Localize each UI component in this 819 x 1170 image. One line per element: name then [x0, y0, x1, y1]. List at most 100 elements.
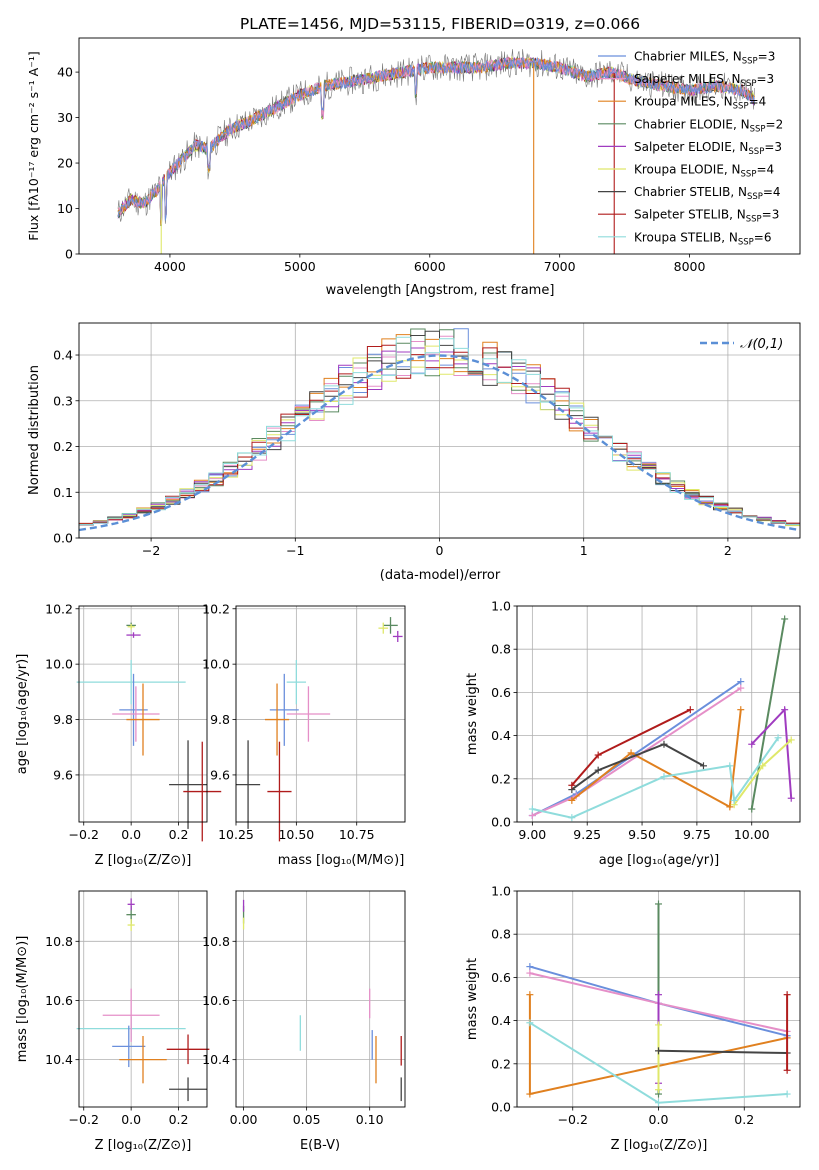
axes-spectrum: 4000 5000 6000 7000 8000 0 10 20 30 40 Chabrier MI…	[57, 37, 801, 274]
errorbar-chabrier-stelib	[236, 740, 261, 829]
y-tick-label: 1.0	[491, 599, 511, 614]
x-tick-label: 0.05	[293, 1112, 321, 1127]
errorbar-salpeter-elodie	[392, 630, 403, 642]
axes-age-vs-Z: −0.2 0.0 0.2 9.6 9.8 10.0 10.2	[45, 601, 222, 842]
x-tick-label: 0.0	[121, 827, 141, 842]
y-tick-label: 10.4	[202, 1052, 230, 1067]
y-tick-label: 0.2	[491, 1056, 511, 1071]
mass-vs-Z-xlabel: Z [log₁₀(Z/Z⊙)]	[95, 1138, 192, 1153]
errorbar-salpeter-stelib	[183, 741, 222, 842]
plot-area-age-vs-Z	[76, 622, 222, 842]
axes-weight-vs-age: 9.00 9.25 9.50 9.75 10.00 0.0 0.2 0.4 0.6 0.8 1.0	[491, 599, 801, 842]
age-vs-mass-xlabel: mass [log₁₀(M/M⊙)]	[278, 853, 405, 868]
spectrum-xlabel: wavelength [Angstrom, rest frame]	[326, 283, 555, 298]
weight-vs-age-ylabel: mass weight	[465, 673, 480, 755]
x-tick-label: 9.75	[683, 827, 711, 842]
plot-area-weight-vs-Z	[526, 900, 791, 1107]
y-tick-label: 9.6	[53, 767, 73, 782]
series-line	[750, 618, 786, 810]
y-tick-label: 0.0	[491, 1100, 511, 1115]
x-tick-label: 6000	[414, 259, 446, 274]
series-chabrier-stelib	[655, 1047, 791, 1057]
spectrum-chabrier-miles	[117, 56, 755, 221]
legend-label-salpeter-miles: Salpeter MILES, NSSP=3	[634, 72, 774, 89]
errorbar-kroupa-elodie	[127, 624, 135, 630]
axes-frame	[235, 605, 406, 823]
x-tick-label: −2	[142, 543, 160, 558]
x-tick-label: 0.0	[121, 1112, 141, 1127]
y-tick-label: 10.8	[202, 934, 230, 949]
errorbar-kroupa-miles	[264, 683, 290, 756]
x-tick-label: 10.25	[218, 827, 254, 842]
plot-area-residuals	[78, 328, 801, 538]
y-tick-label: 0.6	[491, 685, 511, 700]
x-tick-label: −0.2	[69, 827, 99, 842]
axes-mass-vs-Z: −0.2 0.0 0.2 10.4 10.6 10.8	[45, 890, 210, 1127]
plot-area-age-vs-mass	[236, 617, 403, 842]
residuals-xlabel: (data-model)/error	[380, 568, 501, 583]
errorbar-salpeter-miles	[286, 686, 331, 742]
y-tick-label: 40	[57, 65, 73, 80]
x-tick-label: 10.75	[339, 827, 375, 842]
y-tick-label: 0.4	[53, 348, 73, 363]
legend-label-chabrier-miles: Chabrier MILES, NSSP=3	[634, 50, 775, 67]
axes-frame	[78, 322, 801, 539]
errorbar-salpeter-elodie	[127, 898, 135, 911]
x-tick-label: 0.2	[169, 1112, 189, 1127]
weight-vs-Z-xlabel: Z [log₁₀(Z/Z⊙)]	[611, 1138, 708, 1153]
y-tick-label: 0.2	[491, 771, 511, 786]
legend-label-normal: 𝒩(0,1)	[740, 337, 783, 352]
errorbar-chabrier-stelib	[169, 1077, 207, 1102]
y-tick-label: 9.6	[210, 767, 230, 782]
axes-frame	[78, 37, 801, 255]
y-tick-label: 10.8	[45, 934, 73, 949]
y-tick-label: 0.0	[491, 815, 511, 830]
axes-frame	[78, 605, 208, 823]
y-tick-label: 9.8	[53, 712, 73, 727]
series-line	[750, 707, 793, 799]
series-kroupa-miles	[568, 706, 745, 811]
plot-area-mass-vs-Z	[76, 898, 210, 1102]
x-tick-label: 10.00	[734, 827, 770, 842]
errorbar-kroupa-miles	[126, 683, 160, 756]
axes-frame	[516, 890, 801, 1108]
normal-curve	[78, 354, 801, 532]
spectrum-ylabel: Flux [fλ10⁻¹⁷ erg cm⁻² s⁻¹ A⁻¹]	[26, 51, 41, 240]
x-tick-label: 0.00	[230, 1112, 258, 1127]
legend-label-salpeter-stelib: Salpeter STELIB, NSSP=3	[634, 208, 779, 225]
axes-frame	[235, 890, 406, 1108]
series-salpeter-stelib	[568, 706, 694, 789]
errorbar-salpeter-stelib	[166, 1034, 210, 1065]
axes-residuals: −2 −1 0 1 2 0.0 0.1 0.2 0.3 0.4 𝒩(0,1)	[53, 322, 801, 558]
plot-area-mass-vs-ebv	[242, 899, 402, 1102]
x-tick-label: 4000	[154, 259, 186, 274]
x-tick-label: 5000	[284, 259, 316, 274]
y-tick-label: 0.6	[491, 970, 511, 985]
figure-title: PLATE=1456, MJD=53115, FIBERID=0319, z=0…	[240, 15, 640, 33]
legend-label-chabrier-stelib: Chabrier STELIB, NSSP=4	[634, 185, 781, 202]
x-tick-label: 10.50	[278, 827, 314, 842]
series-salpeter-elodie	[748, 706, 795, 802]
series-chabrier-elodie	[748, 615, 789, 813]
errorbar-salpeter-miles	[112, 686, 160, 742]
x-tick-label: 7000	[544, 259, 576, 274]
legend-label-kroupa-miles: Kroupa MILES, NSSP=4	[634, 95, 766, 112]
series-salpeter-stelib	[783, 991, 791, 1074]
series-line	[658, 1049, 788, 1054]
mass-vs-ebv-xlabel: E(B-V)	[300, 1138, 340, 1153]
grid-mass-vs-ebv	[236, 891, 405, 1107]
y-tick-label: 10.6	[202, 993, 230, 1008]
y-tick-label: 10.0	[202, 657, 230, 672]
x-tick-label: −1	[286, 543, 304, 558]
y-tick-label: 0.8	[491, 642, 511, 657]
y-tick-label: 0.4	[491, 1013, 511, 1028]
legend-label-kroupa-stelib: Kroupa STELIB, NSSP=6	[634, 230, 772, 247]
axes-weight-vs-Z: −0.2 0.0 0.2 0.0 0.2 0.4 0.6 0.8 1.0	[491, 884, 801, 1127]
series-line	[571, 709, 742, 809]
errorbar-chabrier-miles	[269, 673, 299, 746]
y-tick-label: 20	[57, 156, 73, 171]
axes-age-vs-mass: 10.25 10.50 10.75 9.6 9.8 10.0 10.2	[202, 601, 406, 842]
y-tick-label: 10	[57, 201, 73, 216]
